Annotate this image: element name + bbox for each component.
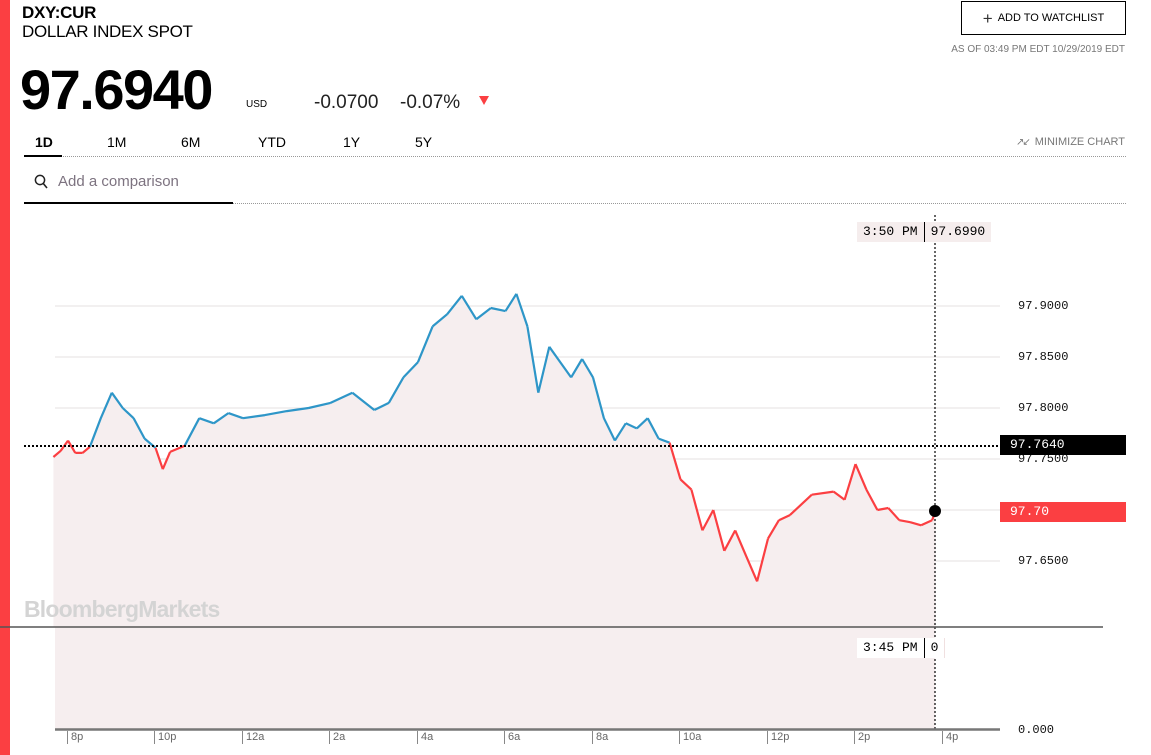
cursor-point bbox=[929, 505, 941, 517]
tooltip-volume-time: 3:45 PM bbox=[857, 638, 924, 658]
down-arrow-icon bbox=[479, 96, 489, 105]
x-tick-label: 6a bbox=[504, 731, 520, 744]
minimize-icon: ↗↙ bbox=[1015, 136, 1031, 148]
accent-bar bbox=[0, 0, 10, 755]
last-price-label: 97.70 bbox=[1000, 502, 1126, 522]
add-to-watchlist-label: ADD TO WATCHLIST bbox=[997, 12, 1105, 24]
comparison-input[interactable] bbox=[58, 173, 233, 190]
x-tick-label: 12p bbox=[767, 731, 789, 744]
tooltip-volume-value: 0 bbox=[923, 638, 946, 658]
x-tick-label: 10a bbox=[679, 731, 701, 744]
add-to-watchlist-button[interactable]: + ADD TO WATCHLIST bbox=[961, 1, 1126, 35]
x-tick-label: 12a bbox=[242, 731, 264, 744]
previous-close-label: 97.7640 bbox=[1000, 435, 1126, 455]
net-change: -0.0700 bbox=[314, 92, 379, 113]
timeframe-tabs: 1D 1M 6M YTD 1Y 5Y bbox=[24, 130, 1126, 157]
x-tick-label: 8p bbox=[67, 731, 83, 744]
price-chart[interactable] bbox=[0, 205, 1151, 755]
comparison-underline bbox=[24, 202, 233, 204]
y-tick-label: 97.8000 bbox=[1018, 401, 1069, 415]
ticker-symbol: DXY:CUR bbox=[22, 3, 97, 22]
price-line-above-reference bbox=[88, 293, 670, 449]
y-tick-label: 97.6500 bbox=[1018, 554, 1069, 568]
tooltip-value: 97.6990 bbox=[923, 222, 992, 242]
volume-axis-label: 0.000 bbox=[1018, 723, 1055, 737]
volume-area bbox=[55, 627, 935, 730]
last-price: 97.6940 bbox=[20, 58, 213, 121]
x-tick-label: 4a bbox=[417, 731, 433, 744]
tab-5y[interactable]: 5Y bbox=[415, 134, 433, 150]
x-tick-label: 10p bbox=[154, 731, 176, 744]
x-tick-label: 8a bbox=[592, 731, 608, 744]
y-tick-label: 97.8500 bbox=[1018, 350, 1069, 364]
price-line-below-reference bbox=[52, 439, 937, 582]
bloomberg-markets-watermark: BloombergMarkets bbox=[24, 596, 220, 622]
x-tick-label: 2a bbox=[329, 731, 345, 744]
search-icon bbox=[34, 174, 48, 189]
percent-change: -0.07% bbox=[400, 92, 461, 113]
y-tick-label: 97.9000 bbox=[1018, 299, 1069, 313]
x-tick-label: 2p bbox=[854, 731, 870, 744]
as-of-timestamp: AS OF 03:49 PM EDT 10/29/2019 EDT bbox=[951, 44, 1125, 55]
minimize-chart-button[interactable]: ↗↙ MINIMIZE CHART bbox=[1016, 136, 1125, 148]
tab-ytd[interactable]: YTD bbox=[258, 134, 286, 150]
minimize-chart-label: MINIMIZE CHART bbox=[1034, 136, 1125, 148]
y-tick-label: 97.7500 bbox=[1018, 452, 1069, 466]
x-tick-label: 4p bbox=[942, 731, 958, 744]
tab-1m[interactable]: 1M bbox=[107, 134, 127, 150]
tooltip-time: 3:50 PM bbox=[857, 222, 924, 242]
tab-1d[interactable]: 1D bbox=[35, 134, 53, 150]
currency-label: USD bbox=[246, 99, 268, 110]
plus-icon: + bbox=[982, 8, 993, 28]
comparison-search bbox=[24, 166, 1126, 204]
tab-1y[interactable]: 1Y bbox=[343, 134, 361, 150]
security-name: DOLLAR INDEX SPOT bbox=[22, 22, 193, 41]
active-tab-indicator bbox=[24, 155, 62, 157]
price-area-fill bbox=[53, 293, 936, 627]
tab-6m[interactable]: 6M bbox=[181, 134, 201, 150]
cursor-tooltip-price: 3:50 PM 97.6990 bbox=[857, 222, 992, 242]
cursor-tooltip-volume: 3:45 PM 0 bbox=[857, 638, 946, 658]
